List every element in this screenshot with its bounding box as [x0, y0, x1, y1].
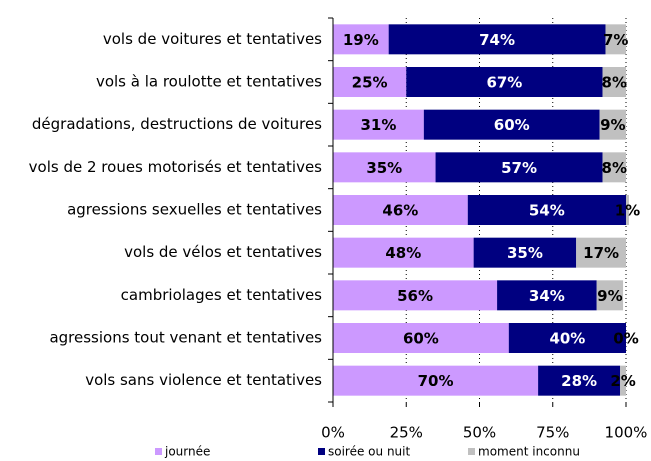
data-label: 46%: [382, 202, 418, 220]
x-tick-label: 25%: [390, 424, 423, 442]
bar-segment: [605, 24, 626, 55]
bar-segment: [620, 365, 626, 396]
data-label: 9%: [600, 116, 625, 134]
data-label: 2%: [610, 372, 635, 390]
x-tick-label: 75%: [536, 424, 569, 442]
bar-segment: [333, 195, 468, 225]
y-tick-label: vols de 2 roues motorisés et tentatives: [29, 158, 322, 176]
data-label: 7%: [603, 31, 628, 49]
y-tick-label: vols de vélos et tentatives: [124, 243, 322, 261]
bar-segment: [435, 152, 603, 183]
legend-label: moment inconnu: [478, 445, 580, 459]
bar-segment: [467, 195, 626, 225]
data-label: 19%: [343, 31, 379, 49]
legend-swatch: [468, 448, 475, 455]
data-label: 1%: [615, 202, 640, 220]
bar-segment: [333, 280, 498, 311]
bar-segment: [497, 280, 597, 311]
data-label: 60%: [494, 116, 530, 134]
data-label: 67%: [486, 74, 522, 92]
data-label: 8%: [602, 159, 627, 177]
data-label: 57%: [501, 159, 537, 177]
bar-segment: [406, 67, 603, 97]
data-label: 48%: [385, 244, 421, 262]
bar-segment: [333, 109, 424, 140]
bar-segment: [333, 67, 407, 97]
bar-segment: [602, 152, 626, 183]
data-label: 31%: [360, 116, 396, 134]
y-tick-label: dégradations, destructions de voitures: [32, 115, 322, 133]
x-tick-label: 50%: [463, 424, 496, 442]
bar-segment: [333, 237, 474, 268]
data-label: 34%: [529, 287, 565, 305]
legend-label: soirée ou nuit: [328, 445, 410, 459]
bar-segment: [473, 237, 577, 268]
data-label: 25%: [352, 74, 388, 92]
bar-segment: [508, 323, 626, 353]
data-label: 0%: [613, 330, 638, 348]
y-tick-label: agressions sexuelles et tentatives: [67, 201, 322, 219]
bar-segment: [599, 109, 626, 140]
bar-segment: [388, 24, 606, 55]
y-tick-label: agressions tout venant et tentatives: [49, 329, 322, 347]
bar-segment: [538, 365, 621, 396]
bar-segment: [333, 323, 509, 353]
y-tick-label: vols sans violence et tentatives: [85, 371, 322, 389]
bar-segment: [423, 109, 600, 140]
bar-segment: [333, 152, 436, 183]
data-label: 35%: [366, 159, 402, 177]
data-label: 56%: [397, 287, 433, 305]
legend-swatch: [318, 448, 325, 455]
data-label: 8%: [602, 74, 627, 92]
data-label: 40%: [549, 330, 585, 348]
legend-label: journée: [164, 445, 210, 459]
data-label: 60%: [403, 330, 439, 348]
bar-segment: [333, 24, 389, 55]
data-label: 74%: [479, 31, 515, 49]
x-tick-label: 0%: [321, 424, 345, 442]
bar-segment: [626, 195, 629, 225]
data-label: 17%: [583, 244, 619, 262]
y-tick-label: vols de voitures et tentatives: [103, 30, 322, 48]
x-tick-label: 100%: [605, 424, 648, 442]
y-tick-label: cambriolages et tentatives: [121, 286, 322, 304]
legend-swatch: [155, 448, 162, 455]
y-tick-label: vols à la roulotte et tentatives: [96, 73, 322, 91]
bar-segment: [333, 365, 539, 396]
data-label: 9%: [597, 287, 622, 305]
data-label: 70%: [418, 372, 454, 390]
data-label: 35%: [507, 244, 543, 262]
bar-segment: [602, 67, 626, 97]
bar-segment: [596, 280, 624, 311]
data-label: 54%: [529, 202, 565, 220]
bar-segment: [576, 237, 626, 268]
data-label: 28%: [561, 372, 597, 390]
